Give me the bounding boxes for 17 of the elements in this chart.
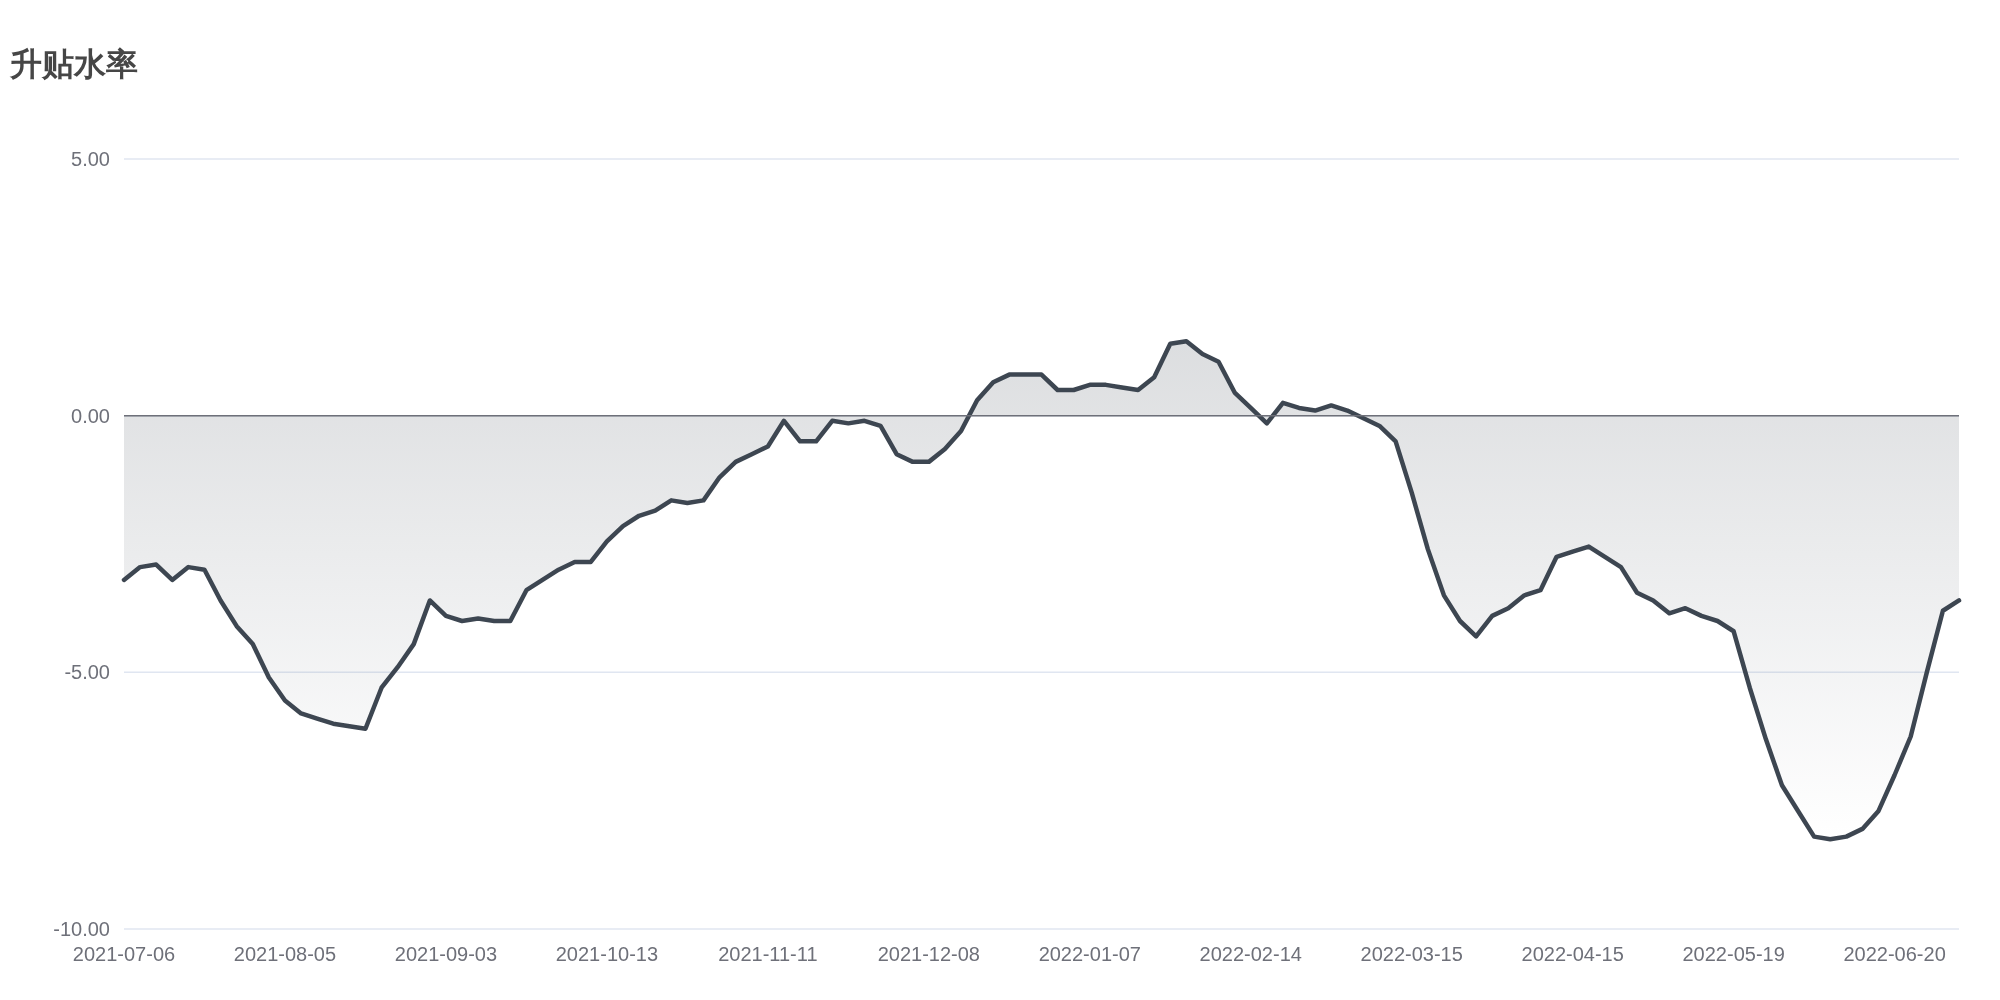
x-tick-label: 2021-11-11 <box>718 943 818 965</box>
x-tick-label: 2022-02-14 <box>1199 943 1302 965</box>
y-tick-label: 0.00 <box>71 404 110 427</box>
x-tick-label: 2022-05-19 <box>1682 943 1785 965</box>
x-tick-label: 2022-06-20 <box>1843 943 1946 965</box>
x-tick-label: 2022-03-15 <box>1360 943 1463 965</box>
x-tick-label: 2021-10-13 <box>555 943 659 965</box>
y-tick-label: -10.00 <box>53 918 110 940</box>
x-tick-label: 2022-04-15 <box>1521 943 1624 965</box>
x-tick-label: 2022-01-07 <box>1038 943 1141 965</box>
x-tick-label: 2021-08-05 <box>233 943 337 965</box>
chart-title: 升贴水率 <box>9 46 138 82</box>
x-tick-label: 2021-07-06 <box>72 943 176 965</box>
y-tick-label: 5.00 <box>71 148 110 170</box>
x-tick-label: 2021-09-03 <box>394 943 498 965</box>
y-tick-label: -5.00 <box>64 661 110 684</box>
x-tick-label: 2021-12-08 <box>877 943 980 965</box>
